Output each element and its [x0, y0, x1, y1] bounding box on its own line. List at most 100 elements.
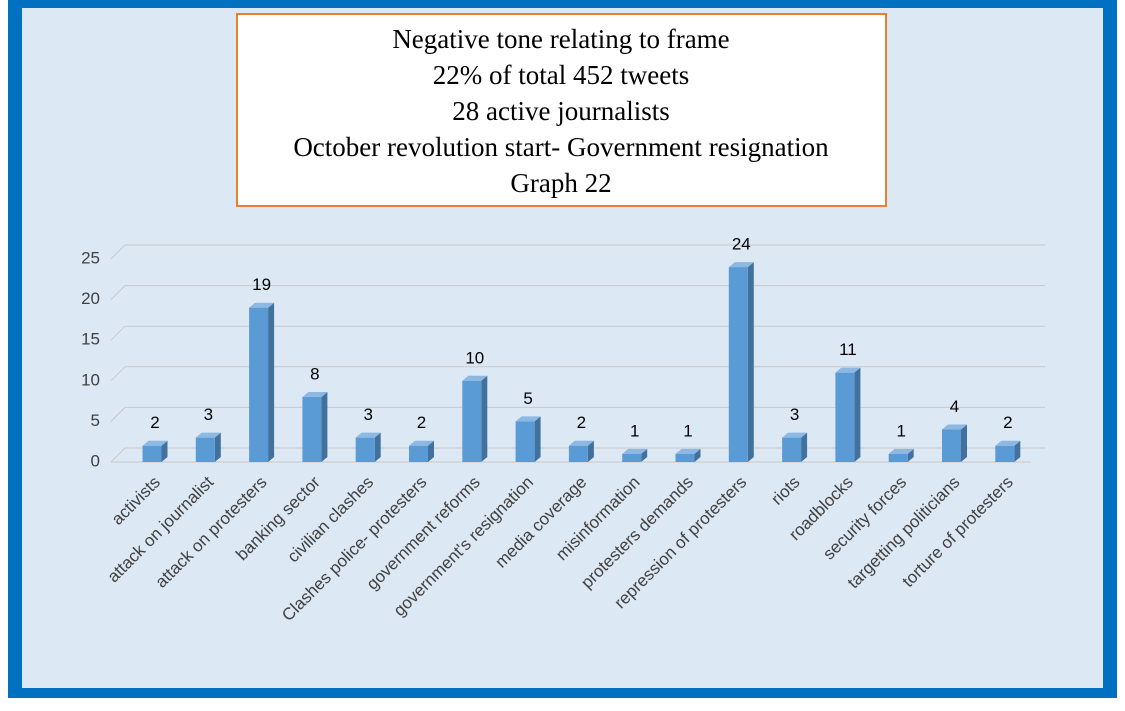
bar-group	[142, 440, 168, 462]
data-label: 24	[732, 235, 751, 254]
bar-side	[907, 448, 914, 462]
bar-side	[374, 432, 381, 462]
bar-side	[161, 440, 168, 462]
bar-top	[995, 440, 1021, 446]
bar-top	[302, 392, 328, 398]
bar-side	[268, 302, 275, 462]
bar-top	[835, 367, 861, 373]
bar-group	[995, 440, 1021, 462]
data-label: 2	[577, 413, 586, 432]
grid-line	[110, 244, 126, 260]
chart-title: Negative tone relating to frame	[392, 24, 729, 54]
bar-group	[728, 262, 754, 462]
data-label: 3	[204, 405, 213, 424]
data-label: 11	[839, 340, 857, 359]
bar-top	[515, 416, 541, 422]
bar	[249, 307, 269, 462]
data-label: 5	[523, 389, 532, 408]
bar-group	[835, 367, 861, 462]
bar-top	[142, 440, 168, 446]
bar-group	[622, 448, 648, 462]
bar-top	[409, 440, 434, 446]
bar-group	[409, 440, 434, 462]
y-tick-label: 25	[81, 248, 100, 267]
bar-side	[854, 367, 861, 462]
bar-top	[355, 432, 381, 438]
bar-group	[249, 302, 275, 462]
grid-line	[110, 447, 126, 463]
bar-side	[428, 440, 434, 462]
bar-group	[302, 392, 328, 462]
bar-group	[195, 432, 221, 462]
bar-group	[942, 424, 967, 462]
bar	[302, 397, 322, 462]
bar-group	[888, 448, 914, 462]
bar-top	[888, 448, 914, 454]
bar-group	[515, 416, 541, 462]
grid-line	[110, 366, 126, 382]
bar-side	[481, 375, 488, 462]
y-tick-label: 5	[91, 411, 100, 430]
bar-side	[1014, 440, 1021, 462]
chart-title: Graph 22	[510, 168, 611, 198]
data-label: 1	[896, 421, 905, 440]
data-label: 10	[465, 348, 484, 367]
bar-side	[694, 448, 701, 462]
data-label: 3	[363, 405, 372, 424]
bar-top	[568, 440, 594, 446]
bar-group	[675, 448, 701, 462]
y-tick-label: 15	[81, 330, 100, 349]
chart-title: 22% of total 452 tweets	[433, 60, 689, 90]
data-label: 19	[252, 275, 271, 294]
bar-group	[782, 432, 808, 462]
bar	[355, 437, 375, 462]
data-label: 2	[150, 413, 159, 432]
bar	[409, 445, 428, 462]
bar-top	[675, 448, 701, 454]
data-label: 3	[790, 405, 799, 424]
bar-top	[622, 448, 648, 454]
bar	[942, 429, 961, 462]
data-label: 2	[1003, 413, 1012, 432]
bar	[195, 437, 215, 462]
bar	[568, 445, 588, 462]
grid-line	[110, 285, 126, 300]
bar-group	[462, 375, 488, 462]
bar-group	[355, 432, 381, 462]
bar-group	[568, 440, 594, 462]
data-label: 8	[310, 365, 319, 384]
data-label: 1	[683, 421, 692, 440]
bar-top	[462, 375, 488, 381]
bar-side	[214, 432, 221, 462]
bar	[515, 421, 535, 462]
bar	[835, 372, 855, 462]
chart-title: October revolution start- Government res…	[293, 132, 829, 162]
y-tick-label: 10	[81, 370, 100, 389]
bar-side	[641, 448, 648, 462]
data-label: 1	[630, 421, 639, 440]
y-tick-label: 0	[91, 451, 100, 470]
chart-title: 28 active journalists	[452, 96, 669, 126]
bar-side	[321, 392, 328, 462]
y-tick-label: 20	[81, 289, 100, 308]
bar-side	[587, 440, 594, 462]
bar-top	[782, 432, 808, 438]
bar	[995, 445, 1015, 462]
data-label: 2	[417, 413, 426, 432]
bar-top	[942, 424, 967, 430]
bar	[728, 267, 748, 462]
bar-side	[534, 416, 541, 462]
bar-side	[747, 262, 754, 462]
data-label: 4	[950, 397, 959, 416]
bar-top	[249, 302, 275, 308]
bar	[782, 437, 802, 462]
title-box	[236, 13, 887, 207]
grid-line	[110, 407, 126, 422]
bar-side	[961, 424, 967, 462]
bar-side	[801, 432, 808, 462]
bar	[462, 380, 482, 462]
bar-top	[728, 262, 754, 268]
grid-line	[110, 325, 126, 341]
bar	[142, 445, 162, 462]
